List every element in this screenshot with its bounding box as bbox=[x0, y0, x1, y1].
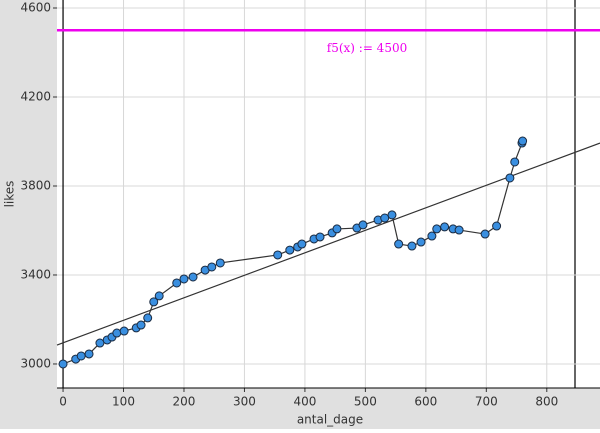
point bbox=[207, 262, 217, 272]
point bbox=[427, 231, 437, 241]
x-tick-label: 500 bbox=[354, 395, 377, 409]
point bbox=[112, 328, 122, 338]
function-label: f5(x) := 4500 bbox=[327, 41, 407, 55]
point bbox=[95, 338, 105, 348]
y-tick-label: 3800 bbox=[20, 178, 51, 192]
point bbox=[215, 258, 225, 268]
x-tick-label: 100 bbox=[112, 395, 135, 409]
point bbox=[188, 272, 198, 282]
point bbox=[332, 224, 342, 234]
x-tick-label: 0 bbox=[59, 395, 67, 409]
x-tick-label: 800 bbox=[535, 395, 558, 409]
point bbox=[387, 210, 397, 220]
point bbox=[58, 359, 68, 369]
point bbox=[505, 173, 515, 183]
point bbox=[84, 349, 94, 359]
point bbox=[273, 250, 283, 260]
point bbox=[179, 274, 189, 284]
point bbox=[285, 245, 295, 255]
x-tick-label: 700 bbox=[475, 395, 498, 409]
point bbox=[172, 278, 182, 288]
point bbox=[432, 224, 442, 234]
y-tick-label: 3000 bbox=[20, 356, 51, 370]
plot-area bbox=[57, 0, 600, 388]
point bbox=[492, 221, 502, 231]
x-axis-label: antal_dage bbox=[297, 413, 363, 427]
y-tick-label: 4200 bbox=[20, 90, 51, 104]
point bbox=[358, 220, 368, 230]
x-tick-label: 400 bbox=[293, 395, 316, 409]
point bbox=[518, 136, 528, 146]
point bbox=[297, 239, 307, 249]
point bbox=[510, 157, 520, 167]
point bbox=[454, 225, 464, 235]
point bbox=[416, 237, 426, 247]
point bbox=[76, 351, 86, 361]
point bbox=[440, 222, 450, 232]
x-tick-label: 200 bbox=[173, 395, 196, 409]
y-tick-label: 3400 bbox=[20, 267, 51, 281]
x-tick-label: 600 bbox=[414, 395, 437, 409]
point bbox=[149, 297, 159, 307]
point bbox=[143, 313, 153, 323]
point bbox=[136, 320, 146, 330]
point bbox=[154, 291, 164, 301]
point bbox=[394, 239, 404, 249]
point bbox=[119, 326, 129, 336]
point bbox=[480, 229, 490, 239]
point bbox=[380, 213, 390, 223]
y-axis-label: likes bbox=[3, 181, 17, 208]
y-tick-label: 4600 bbox=[20, 1, 51, 15]
point bbox=[315, 232, 325, 242]
x-tick-label: 300 bbox=[233, 395, 256, 409]
point bbox=[407, 241, 417, 251]
